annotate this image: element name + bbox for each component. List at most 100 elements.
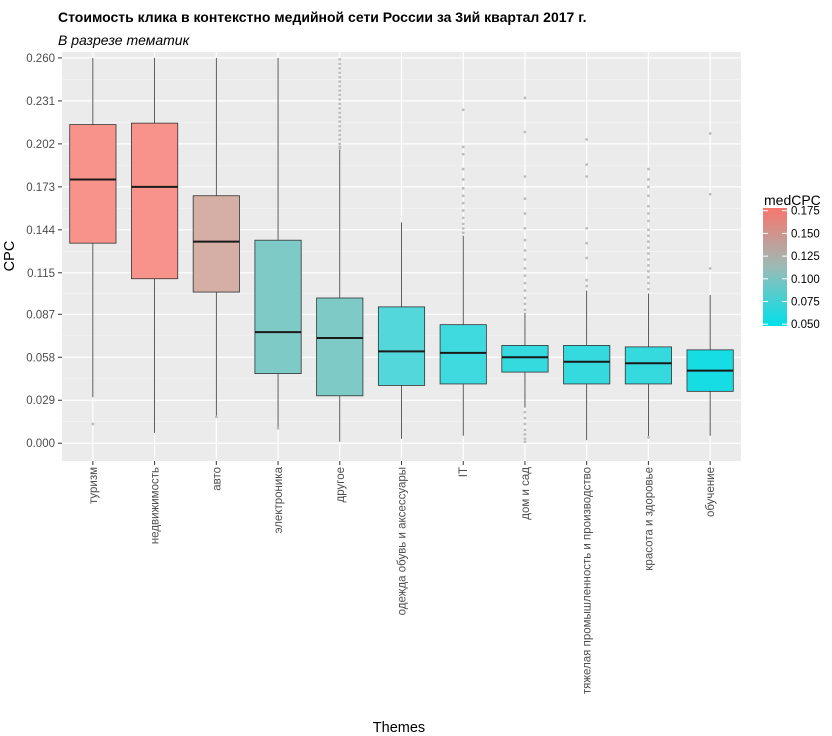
outlier-point <box>338 66 342 70</box>
x-tick-label: одежда обувь и аксессуары <box>397 467 409 615</box>
x-tick-label: туризм <box>88 467 100 504</box>
outlier-point <box>647 178 650 181</box>
x-tick-label: другое <box>335 467 347 502</box>
box-1 <box>131 57 179 433</box>
outlier-point <box>523 197 527 201</box>
outlier-point <box>461 222 465 226</box>
outlier-point <box>523 422 527 426</box>
outlier-point <box>647 258 650 261</box>
outlier-point <box>338 71 342 75</box>
x-axis: туризм недвижимость авто электроника другое о… <box>88 461 717 694</box>
chart-subtitle: В разрезе тематик <box>58 32 191 48</box>
legend-label: 0.175 <box>791 206 820 218</box>
x-tick-label: тяжелая промышленность и производство <box>582 467 594 694</box>
outlier-point <box>523 281 527 285</box>
box-8 <box>563 138 611 441</box>
outlier-point <box>647 252 650 255</box>
outlier-point <box>338 120 342 124</box>
outlier-point <box>523 432 527 436</box>
outlier-point <box>523 428 527 432</box>
box-iqr <box>69 124 117 244</box>
outlier-point <box>338 58 342 61</box>
outlier-point <box>647 219 650 223</box>
outlier-point <box>461 108 465 112</box>
outlier-point <box>523 175 527 178</box>
box-3 <box>254 57 302 430</box>
outlier-point <box>461 231 465 235</box>
legend-label: 0.075 <box>791 296 820 308</box>
outlier-point <box>338 89 342 92</box>
outlier-point <box>91 422 95 426</box>
outlier-point <box>647 287 650 291</box>
y-tick-label: 0.029 <box>26 395 55 407</box>
outlier-point <box>523 130 527 134</box>
outlier-point <box>338 106 342 110</box>
box-6 <box>439 108 487 436</box>
outlier-point <box>338 62 342 66</box>
box-iqr <box>624 346 672 385</box>
y-tick-label: 0.260 <box>26 53 55 65</box>
outlier-point <box>523 289 527 292</box>
box-7 <box>501 96 549 444</box>
outlier-point <box>523 266 527 270</box>
outlier-point <box>338 80 342 84</box>
x-tick-label: красота и здоровье <box>643 467 655 571</box>
y-tick-label: 0.202 <box>26 139 55 151</box>
outlier-point <box>338 124 342 128</box>
box-iqr <box>563 345 611 385</box>
legend-ticks: 0.175 0.150 0.125 0.100 0.075 0.050 <box>763 206 820 331</box>
outlier-point <box>338 133 342 137</box>
y-tick-label: 0.087 <box>26 309 55 321</box>
outlier-point <box>523 296 527 300</box>
outlier-point <box>461 145 465 149</box>
outlier-point <box>523 416 527 420</box>
outlier-point <box>523 96 527 100</box>
outlier-point <box>523 440 527 444</box>
legend-label: 0.125 <box>791 251 820 263</box>
box-iqr <box>131 122 179 280</box>
box-0 <box>69 57 117 426</box>
legend-label: 0.150 <box>791 228 820 240</box>
outlier-point <box>276 426 280 430</box>
outlier-point <box>647 269 650 273</box>
outlier-point <box>338 98 342 101</box>
outlier-point <box>647 212 650 215</box>
outlier-point <box>338 115 342 119</box>
outlier-point <box>585 163 589 167</box>
outlier-point <box>523 274 527 278</box>
outlier-point <box>461 178 465 181</box>
outlier-point <box>647 167 650 171</box>
outlier-point <box>523 249 527 252</box>
box-2 <box>192 57 240 419</box>
outlier-point <box>585 226 589 230</box>
outlier-point <box>708 266 712 270</box>
outlier-point <box>647 234 650 238</box>
y-tick-label: 0.115 <box>27 268 55 280</box>
outlier-point <box>647 246 650 250</box>
outlier-point <box>338 102 342 106</box>
boxes <box>69 57 734 444</box>
outlier-point <box>585 241 589 245</box>
outlier-point <box>585 256 589 260</box>
outlier-point <box>647 263 650 267</box>
box-iqr <box>439 324 487 385</box>
outlier-point <box>523 410 527 414</box>
outlier-point <box>647 228 650 232</box>
outlier-point <box>461 167 465 171</box>
outlier-point <box>461 216 465 220</box>
y-tick-label: 0.000 <box>26 438 55 450</box>
x-tick-label: IT <box>458 467 470 477</box>
legend-colorbar <box>763 208 787 326</box>
outlier-point <box>708 132 712 135</box>
outlier-point <box>523 437 527 441</box>
x-tick-label: авто <box>211 467 223 491</box>
outlier-point <box>647 185 650 189</box>
box-iqr <box>316 297 364 397</box>
y-tick-label: 0.144 <box>26 225 55 237</box>
outlier-point <box>461 194 465 198</box>
legend-label: 0.100 <box>791 274 820 286</box>
x-tick-label: обучение <box>705 467 717 517</box>
outlier-point <box>647 275 650 279</box>
y-tick-label: 0.231 <box>26 96 55 108</box>
outlier-point <box>338 145 342 149</box>
